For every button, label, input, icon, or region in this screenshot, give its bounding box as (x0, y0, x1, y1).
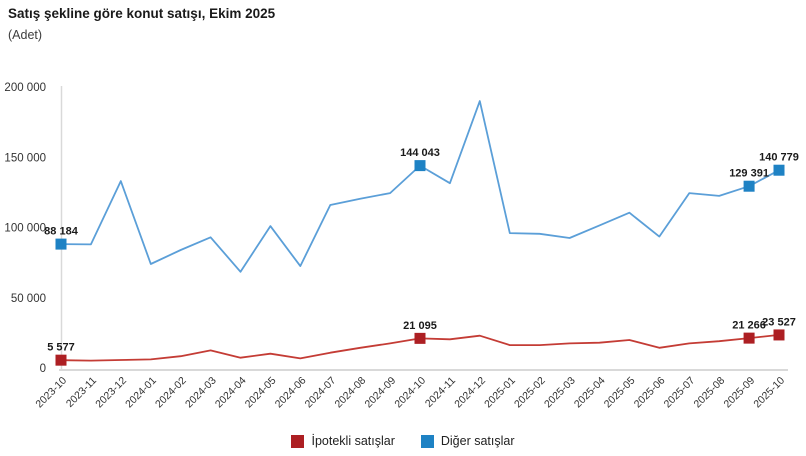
marker-ipotekli-satislar-2025-10[interactable] (773, 329, 785, 341)
chart-title: Satış şekline göre konut satışı, Ekim 20… (8, 6, 276, 21)
chart-legend: İpotekli satışlar Diğer satışlar (0, 434, 806, 448)
data-label-ipotekli-satislar-2025-09: 21 266 (732, 320, 766, 332)
y-tick-label: 100 000 (4, 223, 46, 235)
legend-swatch-ipotekli (291, 434, 305, 448)
x-tick-label: 2024-02 (153, 375, 189, 411)
marker-diger-satislar-2023-10[interactable] (55, 238, 67, 250)
x-tick-label: 2025-09 (721, 375, 757, 411)
x-tick-label: 2024-04 (213, 375, 249, 411)
x-tick-label: 2023-11 (64, 375, 99, 410)
marker-diger-satislar-2025-09[interactable] (743, 180, 755, 192)
data-label-diger-satislar-2024-10: 144 043 (400, 147, 440, 159)
x-tick-label: 2025-04 (572, 375, 608, 411)
marker-ipotekli-satislar-2025-09[interactable] (743, 332, 755, 344)
x-tick-label: 2024-05 (243, 375, 279, 411)
y-tick-label: 50 000 (11, 293, 46, 305)
data-label-ipotekli-satislar-2023-10: 5 577 (47, 342, 75, 354)
x-tick-label: 2024-11 (423, 375, 458, 410)
series-line-diger-satislar (60, 100, 780, 273)
y-tick-label: 200 000 (4, 82, 46, 94)
x-tick-label: 2025-08 (692, 375, 728, 411)
x-tick-label: 2025-03 (542, 375, 578, 411)
x-tick-label: 2024-07 (303, 375, 339, 411)
legend-item-ipotekli-satislar[interactable]: İpotekli satışlar (291, 434, 395, 448)
x-tick-label: 2025-05 (602, 375, 638, 411)
data-label-ipotekli-satislar-2024-10: 21 095 (403, 320, 437, 332)
x-tick-label: 2024-12 (452, 375, 488, 411)
x-tick-label: 2023-12 (93, 375, 129, 411)
x-tick-label: 2025-06 (632, 375, 668, 411)
x-tick-label: 2023-10 (33, 375, 69, 411)
x-tick-label: 2025-07 (662, 375, 698, 411)
data-label-diger-satislar-2025-10: 140 779 (759, 152, 799, 164)
x-tick-label: 2024-10 (392, 375, 428, 411)
legend-item-diger-satislar[interactable]: Diğer satışlar (420, 434, 515, 448)
x-tick-label: 2024-08 (333, 375, 369, 411)
y-tick-label: 150 000 (4, 152, 46, 164)
marker-ipotekli-satislar-2024-10[interactable] (414, 332, 426, 344)
x-tick-label: 2024-03 (183, 375, 219, 411)
data-label-diger-satislar-2023-10: 88 184 (44, 226, 79, 238)
data-label-diger-satislar-2025-09: 129 391 (729, 168, 769, 180)
y-tick-label: 0 (40, 363, 46, 375)
x-tick-label: 2024-01 (123, 375, 159, 411)
chart-subtitle: (Adet) (8, 28, 43, 42)
legend-label-diger: Diğer satışlar (440, 434, 515, 448)
x-tick-label: 2024-06 (273, 375, 309, 411)
x-tick-label: 2024-09 (362, 375, 398, 411)
x-tick-label: 2025-01 (482, 375, 518, 411)
marker-diger-satislar-2025-10[interactable] (773, 164, 785, 176)
data-label-ipotekli-satislar-2025-10: 23 527 (762, 316, 796, 328)
marker-diger-satislar-2024-10[interactable] (414, 160, 426, 172)
legend-swatch-diger (420, 434, 434, 448)
x-tick-label: 2025-10 (751, 375, 787, 411)
marker-ipotekli-satislar-2023-10[interactable] (55, 354, 67, 366)
legend-label-ipotekli: İpotekli satışlar (311, 434, 395, 448)
x-tick-label: 2025-02 (512, 375, 548, 411)
